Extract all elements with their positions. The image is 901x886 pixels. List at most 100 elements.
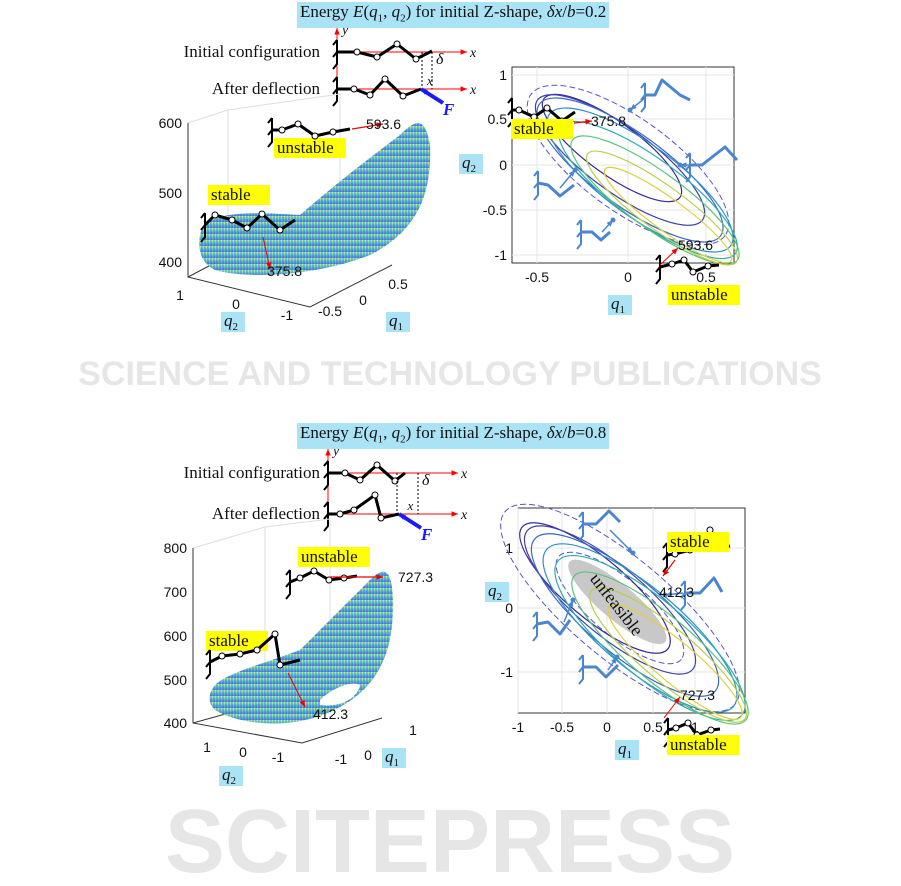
stable-pointer-arrow-head — [585, 119, 592, 125]
contour-q2-axis-label-bg — [485, 582, 509, 602]
q2-axis-label-sub: 2 — [231, 775, 237, 787]
contour-line — [603, 166, 733, 264]
wall-support-icon — [532, 611, 538, 642]
force-arrow-head — [399, 514, 406, 520]
wall-support-icon — [578, 511, 584, 542]
q1-axis-label-sub: 1 — [398, 321, 404, 333]
title-s2: 2 — [400, 433, 406, 446]
unstable-linkage — [285, 567, 358, 600]
boundary-point — [614, 654, 620, 660]
contour-lines — [500, 503, 749, 725]
joint-node — [689, 268, 697, 276]
joint-node — [296, 574, 304, 582]
wall-support-icon — [200, 212, 206, 243]
title-prefix: Energy — [300, 2, 354, 21]
stable-label: stable — [514, 119, 554, 138]
stable-pointer-arrow-head — [265, 262, 272, 269]
q1-axis-label-bg — [382, 748, 406, 768]
title-delta: δ — [546, 2, 555, 21]
blue-mode-arrow-head — [665, 591, 672, 597]
joint-node — [672, 724, 680, 732]
joint-node — [310, 567, 318, 575]
energy-surface — [199, 123, 431, 276]
contour-q2-axis-label-sub: 2 — [471, 163, 477, 175]
wall-support-icon — [578, 654, 584, 685]
contour-line — [523, 525, 697, 675]
joint-node — [668, 260, 676, 268]
title-q: q — [391, 423, 401, 442]
z-tick-label: 600 — [164, 628, 188, 644]
z-tick-label: 500 — [159, 185, 183, 201]
q2-tick-label: 0 — [239, 744, 247, 760]
title-b: b — [566, 423, 576, 442]
title-q: q — [391, 2, 401, 21]
q1-tick-label: 0.5 — [696, 269, 716, 285]
q1-tick-label: 0 — [624, 269, 632, 285]
wall-support-icon — [323, 460, 329, 491]
deflected-linkage — [323, 491, 400, 532]
title-s2: 2 — [400, 12, 406, 25]
contour-line — [519, 522, 671, 654]
title-comma: , — [383, 423, 392, 442]
q2-axis-label-base: q — [224, 311, 233, 330]
wall-support-icon — [323, 501, 329, 532]
max-energy-value: 727.3 — [398, 569, 433, 585]
blue-mode-linkage — [532, 611, 572, 642]
joint-node — [371, 491, 379, 499]
q1-tick-label: 1 — [691, 719, 699, 735]
joint-node — [325, 576, 333, 584]
q1-axis-label: q1 — [389, 311, 403, 333]
blue-mode-linkage — [640, 78, 691, 113]
joint-node — [340, 574, 348, 582]
boundary-point — [662, 592, 668, 598]
joint-node — [377, 514, 385, 522]
boundary-point — [677, 162, 683, 168]
title-s1: 1 — [377, 433, 384, 446]
contour-q2-axis-label-base: q — [462, 153, 471, 172]
max-energy-value: 593.6 — [366, 116, 401, 132]
min-energy-value: 412.3 — [659, 584, 694, 600]
contour-line — [588, 587, 748, 723]
q1-axis-label-base: q — [385, 747, 394, 766]
unstable-pointer-arrow-head — [671, 248, 678, 255]
q2-tick-label: 1 — [203, 739, 211, 755]
unstable-label: unstable — [670, 735, 727, 754]
contour-q1-axis-label-bg — [608, 295, 632, 315]
initial-configuration-label: Initial configuration — [184, 463, 321, 482]
q1-axis-label-base: q — [389, 311, 398, 330]
q1-tick-label: 0.5 — [643, 719, 663, 735]
unstable-pointer-arrow-head — [376, 122, 383, 128]
q2-axis-label-bg — [219, 766, 243, 786]
wall-support-icon — [285, 569, 291, 600]
joint-node — [336, 510, 344, 518]
unstable-linkage — [267, 117, 351, 148]
title-value: =0.8 — [575, 423, 607, 442]
title-slash: / — [562, 423, 567, 442]
q2-tick-label: -0.5 — [483, 202, 507, 218]
stable-pointer-arrow-head — [663, 569, 670, 576]
title-E: E — [353, 2, 364, 21]
blue-mode-linkage — [578, 654, 620, 685]
z-tick-label: 600 — [159, 115, 183, 131]
title-mid: for initial Z-shape, — [411, 423, 547, 442]
joint-node — [399, 92, 407, 100]
q2-tick-label: 0.5 — [488, 111, 508, 127]
q2-tick-label: 0 — [499, 157, 507, 173]
stable-pointer-arrow-head — [299, 700, 305, 707]
contour-line — [546, 107, 734, 253]
title-q: q — [369, 423, 378, 442]
stable-label-bg — [206, 631, 268, 651]
q2-tick-label: 1 — [499, 67, 507, 83]
q1-tick-label: -1 — [512, 719, 525, 735]
boundary-point — [570, 597, 576, 603]
contour-line — [585, 150, 739, 266]
watermark: SCITEPRESS SCIENCE AND TECHNOLOGY PUBLIC… — [78, 355, 822, 886]
x-label-deflected: x — [460, 508, 468, 523]
contour-q1-axis-label-base: q — [611, 294, 620, 313]
joint-node — [350, 506, 358, 514]
wall-support-icon — [655, 254, 661, 285]
wall-support-icon — [533, 170, 539, 201]
force-label: F — [442, 100, 455, 119]
wall-support-icon — [205, 649, 211, 680]
unstable-label: unstable — [301, 547, 358, 566]
